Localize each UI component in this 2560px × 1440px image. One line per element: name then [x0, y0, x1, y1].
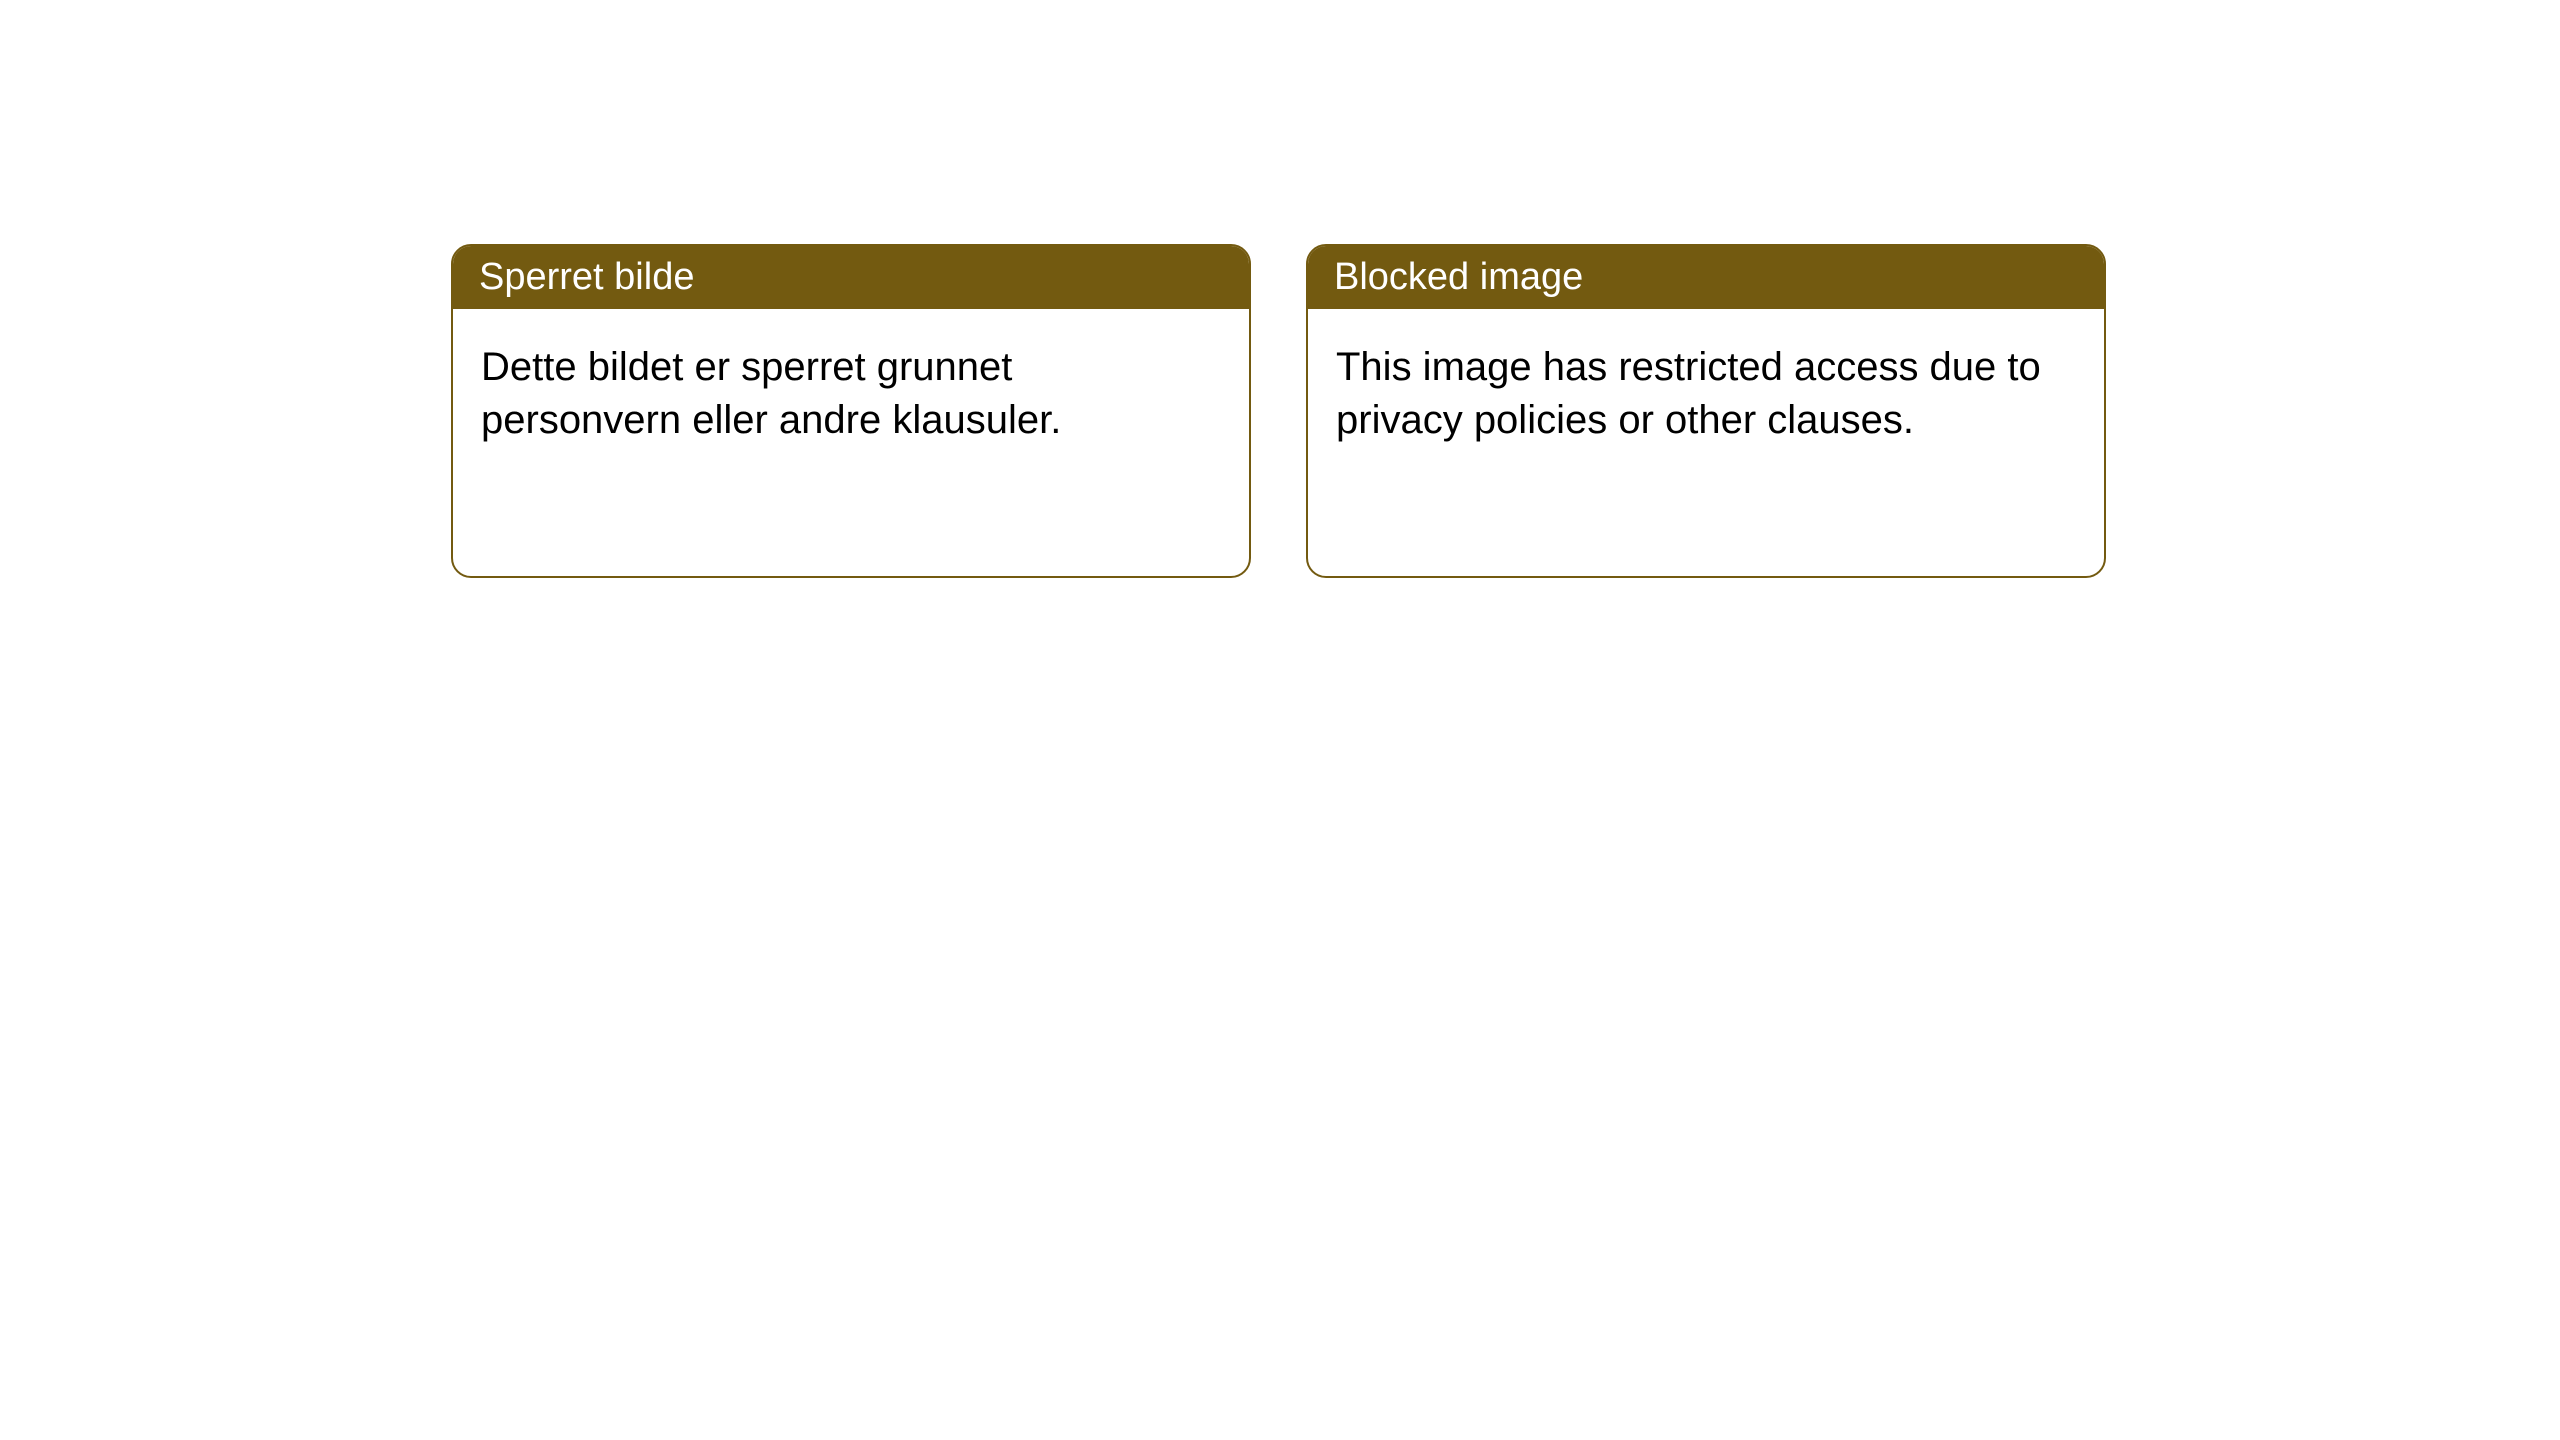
- notice-title-text: Sperret bilde: [479, 256, 694, 298]
- notice-box-norwegian: Sperret bilde Dette bildet er sperret gr…: [451, 244, 1251, 578]
- notice-box-english: Blocked image This image has restricted …: [1306, 244, 2106, 578]
- notice-body: This image has restricted access due to …: [1308, 309, 2104, 479]
- notice-body-text: This image has restricted access due to …: [1336, 345, 2041, 442]
- notice-header: Sperret bilde: [453, 246, 1249, 309]
- notice-header: Blocked image: [1308, 246, 2104, 309]
- notice-body: Dette bildet er sperret grunnet personve…: [453, 309, 1249, 479]
- notice-title-text: Blocked image: [1334, 256, 1583, 298]
- notice-body-text: Dette bildet er sperret grunnet personve…: [481, 345, 1061, 442]
- notice-container: Sperret bilde Dette bildet er sperret gr…: [0, 0, 2560, 578]
